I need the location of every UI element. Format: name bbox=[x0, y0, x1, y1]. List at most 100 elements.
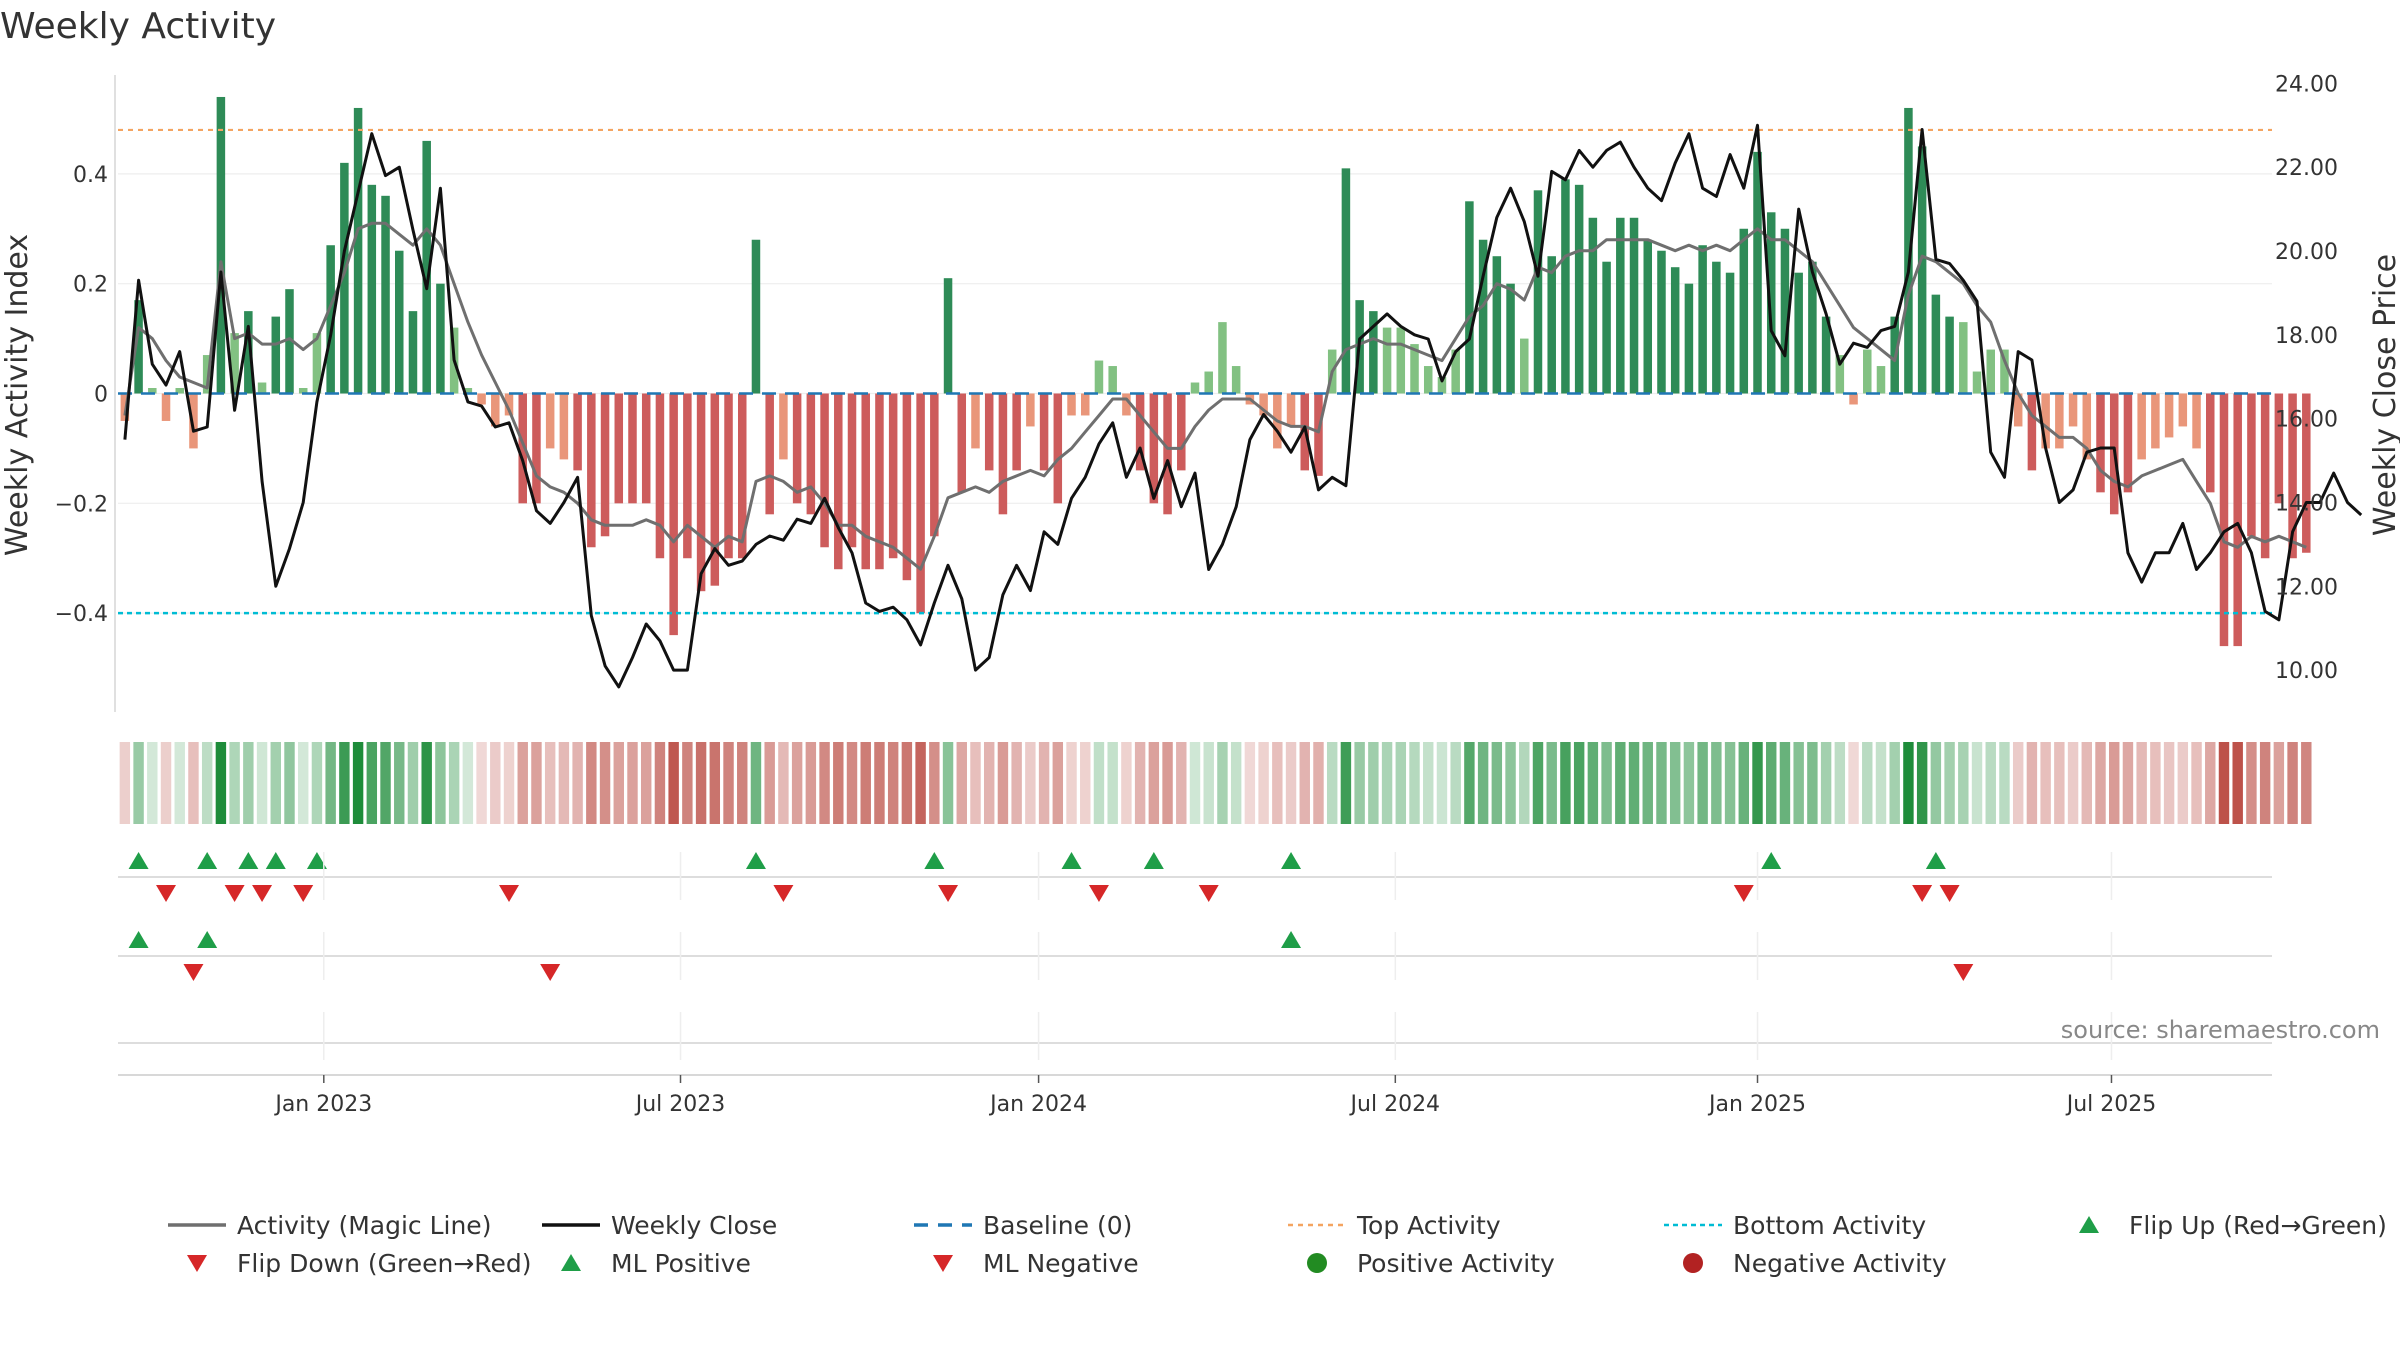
activity-bar bbox=[1808, 261, 1817, 394]
heat-cell bbox=[2301, 742, 2312, 824]
activity-bar bbox=[2260, 393, 2270, 559]
activity-bar bbox=[1794, 272, 1803, 394]
x-tick-label: Jan 2023 bbox=[273, 1092, 372, 1117]
flip-up-marker bbox=[1761, 852, 1782, 869]
activity-bar bbox=[298, 388, 308, 394]
ml-negative-marker bbox=[183, 964, 204, 981]
heat-cell bbox=[695, 742, 707, 824]
heat-cell bbox=[1052, 742, 1064, 824]
activity-bar bbox=[230, 333, 239, 394]
legend-swatch bbox=[561, 1254, 581, 1271]
flip-down-marker bbox=[156, 885, 177, 902]
legend-swatch bbox=[2079, 1216, 2099, 1233]
heat-cell bbox=[929, 742, 940, 824]
flip-up-marker bbox=[265, 852, 286, 869]
heat-cell bbox=[339, 742, 350, 824]
heat-cell bbox=[709, 742, 721, 824]
heat-cell bbox=[970, 742, 981, 824]
flip-down-marker bbox=[938, 885, 959, 902]
heat-cell bbox=[188, 742, 199, 824]
activity-bar bbox=[1561, 179, 1570, 394]
legend-item: Top Activity bbox=[1288, 1211, 1501, 1240]
heat-cell bbox=[1903, 742, 1914, 824]
flip-down-marker bbox=[1733, 885, 1754, 902]
activity-bar bbox=[1094, 360, 1104, 394]
heat-cell bbox=[2191, 742, 2202, 824]
heat-cell bbox=[1381, 742, 1393, 824]
activity-bar bbox=[916, 393, 925, 614]
activity-bar bbox=[1917, 146, 1927, 394]
heat-cell bbox=[1464, 742, 1475, 824]
legend-item: Negative Activity bbox=[1683, 1249, 1947, 1278]
activity-bar bbox=[1643, 239, 1653, 394]
activity-bar bbox=[271, 316, 281, 394]
activity-bar bbox=[2302, 393, 2311, 553]
activity-bar bbox=[683, 393, 692, 559]
heat-cell bbox=[1587, 742, 1599, 824]
legend-label: ML Negative bbox=[983, 1249, 1139, 1278]
heat-cell bbox=[394, 742, 405, 824]
y-right-tick-label: 20.00 bbox=[2275, 240, 2338, 265]
activity-bar bbox=[2096, 393, 2105, 493]
activity-bar bbox=[1986, 349, 1995, 394]
activity-bar bbox=[1657, 250, 1666, 394]
legend-label: Activity (Magic Line) bbox=[237, 1211, 491, 1240]
flip-up-marker bbox=[1925, 852, 1946, 869]
heat-cell bbox=[1532, 742, 1544, 824]
heat-cell bbox=[1313, 742, 1324, 824]
legend-item: Activity (Magic Line) bbox=[168, 1211, 491, 1240]
heat-cell bbox=[1395, 742, 1407, 824]
heat-cell bbox=[298, 742, 309, 824]
heat-cell bbox=[1793, 742, 1804, 824]
activity-bar bbox=[1574, 184, 1584, 394]
heat-cell bbox=[2232, 742, 2243, 824]
flip-up-marker bbox=[924, 852, 945, 869]
activity-bar bbox=[2219, 393, 2229, 647]
heat-cell bbox=[544, 742, 556, 824]
legend-item: Bottom Activity bbox=[1664, 1211, 1926, 1240]
activity-bar bbox=[312, 333, 322, 394]
y-left-tick-label: 0.4 bbox=[73, 163, 108, 188]
heat-cell bbox=[435, 742, 446, 824]
activity-bar bbox=[1218, 322, 1227, 394]
heat-cell bbox=[682, 742, 693, 824]
heat-cell bbox=[1230, 742, 1242, 824]
activity-bar bbox=[2027, 393, 2037, 471]
heat-cell bbox=[1121, 742, 1132, 824]
activity-bar bbox=[2288, 393, 2297, 559]
legend-label: Positive Activity bbox=[1357, 1249, 1555, 1278]
x-axis: Jan 2023 Jul 2023 Jan 2024 Jul 2024 Jan 2025… bbox=[118, 852, 2272, 1117]
heat-cell bbox=[1340, 742, 1352, 824]
heat-cell bbox=[723, 742, 734, 824]
heat-cell bbox=[201, 742, 213, 824]
activity-bar bbox=[1108, 366, 1117, 394]
activity-bar bbox=[765, 393, 774, 515]
heat-cell bbox=[256, 742, 268, 824]
x-tick-label: Jul 2024 bbox=[1349, 1092, 1441, 1117]
activity-bar bbox=[1945, 316, 1954, 394]
heat-cell bbox=[956, 742, 967, 824]
heat-cell bbox=[2054, 742, 2065, 824]
activity-bar bbox=[2137, 393, 2146, 460]
y-left-tick-label: 0.2 bbox=[73, 273, 108, 298]
legend-label: Top Activity bbox=[1356, 1211, 1501, 1240]
heat-cell bbox=[2218, 742, 2230, 824]
activity-bar bbox=[436, 283, 445, 394]
legend-item: Flip Up (Red→Green) bbox=[2079, 1211, 2387, 1240]
heat-cell bbox=[1628, 742, 1640, 824]
activity-bar bbox=[792, 393, 802, 504]
legend-swatch bbox=[1683, 1253, 1703, 1273]
activity-bar bbox=[724, 393, 733, 559]
heat-cell bbox=[311, 742, 323, 824]
x-tick-label: Jul 2025 bbox=[2065, 1092, 2157, 1117]
activity-bar bbox=[2206, 393, 2215, 493]
heat-cell bbox=[1436, 742, 1448, 824]
magic-line bbox=[123, 221, 2307, 571]
heat-cell bbox=[2040, 742, 2051, 824]
heat-cell bbox=[1820, 742, 1832, 824]
series-lines bbox=[123, 123, 2363, 689]
legend-item: Flip Down (Green→Red) bbox=[187, 1249, 532, 1278]
activity-bar bbox=[1602, 261, 1611, 394]
heat-cell bbox=[1066, 742, 1077, 824]
